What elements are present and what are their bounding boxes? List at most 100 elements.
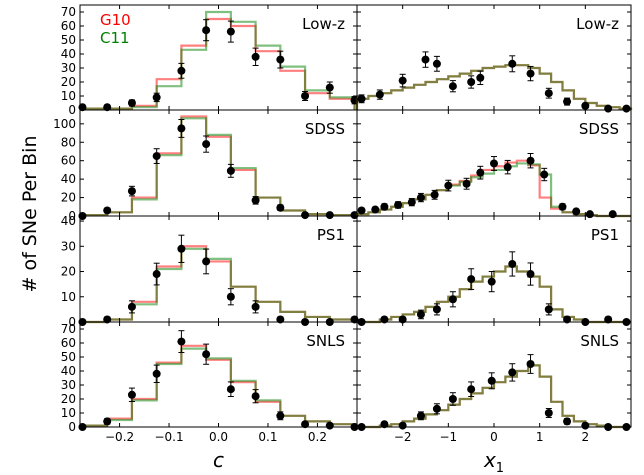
legend-c11: C11 [100, 29, 130, 47]
y-tick-label: 50 [61, 33, 76, 47]
series-c11-histogram [81, 347, 356, 427]
y-tick-label: 60 [61, 154, 76, 168]
data-point [276, 203, 285, 212]
series-c11-histogram [82, 247, 356, 324]
x-tick-label: −2 [394, 430, 412, 444]
x-axis-label: c [213, 448, 224, 472]
series-c11-histogram [357, 265, 631, 324]
data-points [357, 251, 631, 326]
data-point [325, 211, 334, 220]
y-tick-label: 40 [61, 364, 76, 378]
legend-g10: G10 [100, 11, 131, 29]
data-point [380, 315, 389, 324]
data-point [467, 275, 476, 284]
data-point [526, 270, 535, 279]
x-tick-label: 2 [582, 430, 590, 444]
y-tick-label: 20 [61, 75, 76, 89]
data-point [251, 392, 260, 401]
data-point [421, 55, 430, 64]
y-tick-label: 30 [61, 239, 76, 253]
data-point [398, 76, 407, 85]
data-point [152, 369, 161, 378]
data-point [544, 89, 553, 98]
panel-label: SDSS [579, 120, 619, 138]
data-point [251, 302, 260, 311]
data-point [563, 315, 572, 324]
data-point [563, 97, 572, 106]
data-point [585, 210, 594, 219]
data-point [467, 78, 476, 86]
data-point [202, 350, 211, 359]
data-point [430, 190, 439, 199]
data-point [487, 376, 496, 385]
data-point [127, 187, 136, 196]
data-point [226, 166, 235, 175]
data-points [357, 153, 617, 219]
data-point [476, 73, 485, 82]
data-point [202, 26, 211, 35]
data-point [371, 205, 380, 214]
data-point [432, 404, 441, 413]
data-point [526, 156, 535, 165]
data-point [103, 315, 112, 324]
data-point [416, 310, 425, 319]
data-point [226, 27, 235, 36]
data-point [604, 315, 613, 324]
y-tick-label: 70 [61, 5, 76, 19]
data-point [503, 163, 512, 172]
data-point [103, 103, 112, 112]
data-point [448, 295, 457, 304]
data-point [152, 93, 161, 102]
data-point [357, 94, 366, 103]
data-point [608, 210, 617, 219]
panel-ps1-x1: PS1 [356, 215, 632, 326]
panel-grid: 010203040506070Low-zG10C11Low-z020406080… [53, 4, 633, 475]
data-point [558, 202, 567, 211]
data-point [544, 409, 553, 417]
y-tick-label: 0 [68, 209, 76, 223]
data-point [202, 140, 211, 149]
y-tick-label: 10 [61, 89, 76, 103]
series-g10-histogram [82, 245, 356, 324]
y-tick-label: 40 [61, 172, 76, 186]
panel-low-z-x1: Low-z [355, 4, 633, 113]
y-tick-label: 0 [68, 420, 76, 434]
data-point [251, 52, 260, 61]
data-point [526, 69, 535, 78]
x-tick-label: 0.2 [308, 430, 327, 444]
data-point [127, 390, 136, 399]
x-tick-label: −1 [439, 430, 457, 444]
data-point [448, 395, 457, 403]
data-point [301, 211, 310, 220]
y-tick-label: 10 [61, 290, 76, 304]
y-tick-label: 10 [61, 406, 76, 420]
data-point [394, 200, 403, 209]
x-tick-label: 1 [536, 430, 544, 444]
series-c11-histogram [81, 10, 356, 110]
y-tick-label: 40 [61, 214, 76, 228]
data-points [78, 234, 359, 326]
data-point [432, 59, 441, 68]
data-point [276, 411, 285, 420]
x-tick-label: −0.1 [154, 430, 183, 444]
x-tick-label: 0.0 [209, 430, 228, 444]
panel-sdss-x1: SDSS [355, 109, 632, 219]
data-point [563, 417, 572, 426]
y-tick-label: 40 [61, 47, 76, 61]
data-point [127, 302, 136, 311]
panel-label: Low-z [576, 15, 619, 33]
panel-frame [79, 215, 358, 323]
data-point [622, 104, 631, 113]
data-point [357, 206, 366, 215]
data-point [301, 92, 310, 100]
y-tick-label: 20 [61, 392, 76, 406]
data-point [152, 270, 161, 279]
panel-label: SNLS [306, 332, 345, 350]
data-point [572, 207, 581, 216]
y-tick-label: 50 [61, 350, 76, 364]
data-point [127, 99, 136, 107]
data-points [357, 51, 631, 113]
panel-label: Low-z [302, 15, 345, 33]
